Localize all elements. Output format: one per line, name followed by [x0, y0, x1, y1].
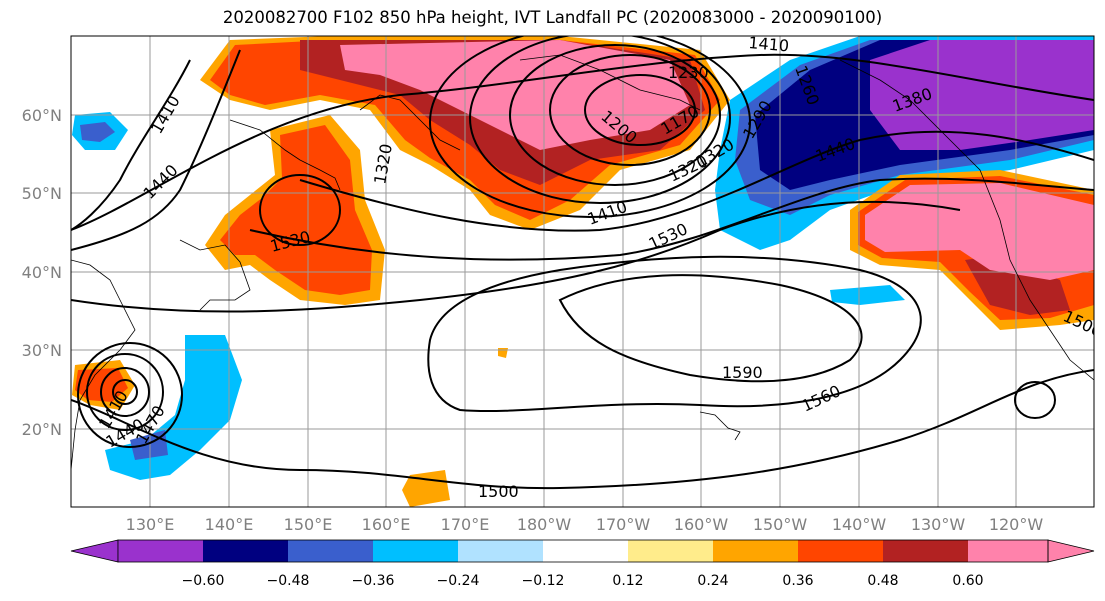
- colorbar-bin: [798, 540, 883, 562]
- colorbar-tick-label: −0.60: [182, 573, 225, 589]
- height-contours: [71, 36, 1094, 490]
- colorbar-tick-label: −0.24: [437, 573, 480, 589]
- lon-label: 140°W: [832, 515, 887, 534]
- lon-label: 160°E: [362, 515, 411, 534]
- contour-label: 1500: [478, 482, 519, 501]
- colorbar-bin: [968, 540, 1048, 562]
- colorbar-bin: [543, 540, 628, 562]
- colorbar-tick-label: 0.24: [697, 573, 728, 589]
- lon-label: 170°W: [596, 515, 651, 534]
- colorbar-tick-label: 0.36: [782, 573, 813, 589]
- lon-label: 150°E: [284, 515, 333, 534]
- colorbar-bin: [883, 540, 968, 562]
- colorbar-bin: [288, 540, 373, 562]
- lat-label: 40°N: [22, 263, 62, 282]
- lat-label: 30°N: [22, 341, 62, 360]
- contour-label: 1230: [668, 63, 709, 82]
- map-area: 1410 1440 1470 1410 1440 1530 1410 1320 …: [71, 33, 1094, 507]
- lon-label: 160°W: [674, 515, 729, 534]
- lon-label: 150°W: [753, 515, 808, 534]
- colorbar-tick-label: −0.36: [352, 573, 395, 589]
- lon-label: 180°W: [517, 515, 572, 534]
- colorbar-extend-high: [1047, 539, 1095, 563]
- lon-label: 130°W: [911, 515, 966, 534]
- latitude-labels: 60°N 50°N 40°N 30°N 20°N: [22, 106, 62, 439]
- colorbar-tick-label: −0.48: [267, 573, 310, 589]
- colorbar-bin: [628, 540, 713, 562]
- contour-label: 1590: [722, 363, 763, 382]
- colorbar-tick-label: −0.12: [522, 573, 565, 589]
- lon-label: 140°E: [205, 515, 254, 534]
- longitude-labels: 130°E 140°E 150°E 160°E 170°E 180°W 170°…: [126, 515, 1044, 534]
- colorbar-bin: [118, 540, 203, 562]
- lat-label: 50°N: [22, 184, 62, 203]
- lon-label: 170°E: [441, 515, 490, 534]
- map-frame: [70, 35, 1095, 508]
- lat-label: 60°N: [22, 106, 62, 125]
- colorbar-bin: [458, 540, 543, 562]
- contour-label: 1410: [748, 33, 790, 55]
- colorbar-bin: [203, 540, 288, 562]
- colorbar-bin: [713, 540, 798, 562]
- colorbar-bin: [373, 540, 458, 562]
- colorbar-tick-label: 0.48: [867, 573, 898, 589]
- colorbar-tick-label: 0.12: [612, 573, 643, 589]
- colorbar-extend-low: [70, 539, 119, 563]
- lon-label: 120°W: [989, 515, 1044, 534]
- lon-label: 130°E: [126, 515, 175, 534]
- colorbar: −0.60 −0.48 −0.36 −0.24 −0.12 0.12 0.24 …: [70, 539, 1095, 589]
- gridlines: [71, 36, 1094, 507]
- map-title: 2020082700 F102 850 hPa height, IVT Land…: [222, 8, 883, 27]
- ivt-shading: [72, 36, 1094, 507]
- coastlines: [71, 54, 1094, 471]
- lat-label: 20°N: [22, 420, 62, 439]
- colorbar-tick-label: 0.60: [952, 573, 983, 589]
